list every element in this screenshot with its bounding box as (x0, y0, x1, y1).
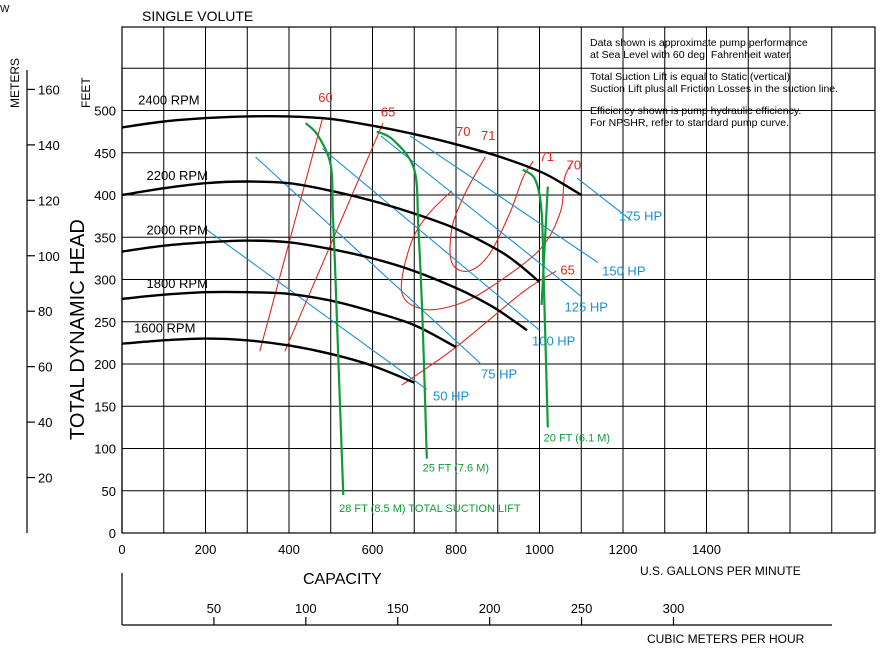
y-tick-label: 300 (94, 273, 116, 288)
x-tick-label: 200 (195, 542, 217, 557)
x-tick-label: 0 (118, 542, 125, 557)
meter-tick-label: 100 (38, 249, 60, 264)
m3h-tick-label: 250 (571, 601, 593, 616)
meters-label: METERS (8, 58, 22, 108)
suction-lift-curve (376, 130, 428, 459)
meter-tick-label: 40 (38, 415, 52, 430)
note-line: Total Suction Lift is equal to Static (v… (590, 71, 790, 83)
hp-label: 175 HP (619, 208, 662, 223)
m3h-tick-label: 50 (207, 601, 221, 616)
meter-tick-label: 140 (38, 138, 60, 153)
rpm-label: 1800 RPM (147, 276, 208, 291)
x-units-gpm: U.S. GALLONS PER MINUTE (640, 564, 801, 578)
meter-tick-label: 20 (38, 471, 52, 486)
efficiency-label: 60 (318, 90, 332, 105)
hp-label: 75 HP (481, 366, 517, 381)
suction-lift-label: 25 FT (7.6 M) (423, 462, 489, 474)
hp-label: 125 HP (565, 300, 608, 315)
m3h-tick-label: 100 (295, 601, 317, 616)
notes: Data shown is approximate pump performan… (590, 37, 838, 129)
efficiency-label: 71 (481, 128, 495, 143)
chart-title: SINGLE VOLUTE (142, 8, 253, 24)
y-tick-label: 200 (94, 357, 116, 372)
meter-tick-label: 120 (38, 193, 60, 208)
y-tick-label: 400 (94, 188, 116, 203)
rpm-curve (121, 114, 582, 197)
efficiency-label: 70 (456, 124, 470, 139)
efficiency-label: 71 (540, 149, 554, 164)
x-tick-label: 1400 (692, 542, 721, 557)
hp-line (205, 228, 428, 390)
hp-line (255, 156, 482, 365)
m3h-tick-label: 300 (663, 601, 685, 616)
x-tick-label: 1000 (525, 542, 554, 557)
efficiency-label: 70 (567, 158, 581, 173)
series: 60 65 70 71 71 70 65 50 HP 75 HP 100 HP 125 HP 150 … (121, 90, 662, 515)
rpm-curve (121, 239, 528, 332)
y-tick-label: 0 (109, 526, 116, 541)
hp-line (322, 148, 540, 331)
suction-lift-curve (522, 168, 549, 428)
note-line: at Sea Level with 60 deg. Fahrenheit wat… (590, 49, 792, 61)
x-tick-label: 1200 (609, 542, 638, 557)
y-tick-label: 150 (94, 399, 116, 414)
efficiency-curve (400, 160, 574, 311)
efficiency-curve (259, 118, 323, 352)
y-tick-label: 350 (94, 230, 116, 245)
efficiency-label: 65 (381, 104, 395, 119)
x-units-m3h: CUBIC METERS PER HOUR (647, 632, 805, 646)
corner-mark: W (0, 4, 10, 15)
x-tick-label: 800 (445, 542, 467, 557)
ticks: 0 50 100 150 200 250 300 350 400 450 500 0 200 400 600… (27, 82, 721, 625)
x-tick-label: 400 (278, 542, 300, 557)
hp-label: 50 HP (433, 388, 469, 403)
suction-lift-label: 28 FT (8.5 M) TOTAL SUCTION LIFT (339, 503, 521, 515)
rpm-label: 2000 RPM (147, 223, 208, 238)
hp-label: 100 HP (532, 333, 575, 348)
efficiency-curve (449, 156, 534, 272)
note-line: For NPSHR, refer to standard pump curve. (590, 117, 789, 129)
rpm-curve (121, 337, 415, 384)
y-tick-label: 450 (94, 146, 116, 161)
meter-tick-label: 80 (38, 304, 52, 319)
rpm-curve (121, 180, 541, 283)
hp-line (576, 177, 632, 221)
suction-lift-label: 20 FT (6.1 M) (544, 433, 610, 445)
meter-tick-label: 60 (38, 360, 52, 375)
hp-label: 150 HP (602, 263, 645, 278)
hp-line (409, 135, 599, 264)
y-tick-label: 100 (94, 442, 116, 457)
m3h-tick-label: 150 (387, 601, 409, 616)
rpm-curve (121, 290, 457, 349)
rpm-label: 1600 RPM (134, 321, 195, 336)
suction-lift-curve (540, 186, 549, 305)
rpm-label: 2400 RPM (138, 93, 199, 108)
hp-line (380, 135, 582, 297)
y-axis-title: TOTAL DYNAMIC HEAD (67, 219, 89, 440)
grid (122, 27, 875, 533)
x-tick-label: 600 (362, 542, 384, 557)
x-axis-title: CAPACITY (303, 571, 382, 588)
efficiency-label: 65 (560, 262, 574, 277)
note-line: Suction Lift plus all Friction Losses in… (590, 83, 838, 95)
y-tick-label: 50 (102, 484, 116, 499)
note-line: Data shown is approximate pump performan… (590, 37, 808, 49)
note-line: Efficiency shown is pump hydraulic effic… (590, 105, 801, 117)
rpm-label: 2200 RPM (147, 168, 208, 183)
y-tick-label: 500 (94, 104, 116, 119)
m3h-tick-label: 200 (479, 601, 501, 616)
meter-tick-label: 160 (38, 82, 60, 97)
feet-label: FEET (79, 77, 93, 108)
y-tick-label: 250 (94, 315, 116, 330)
suction-lift-curve (304, 122, 345, 496)
